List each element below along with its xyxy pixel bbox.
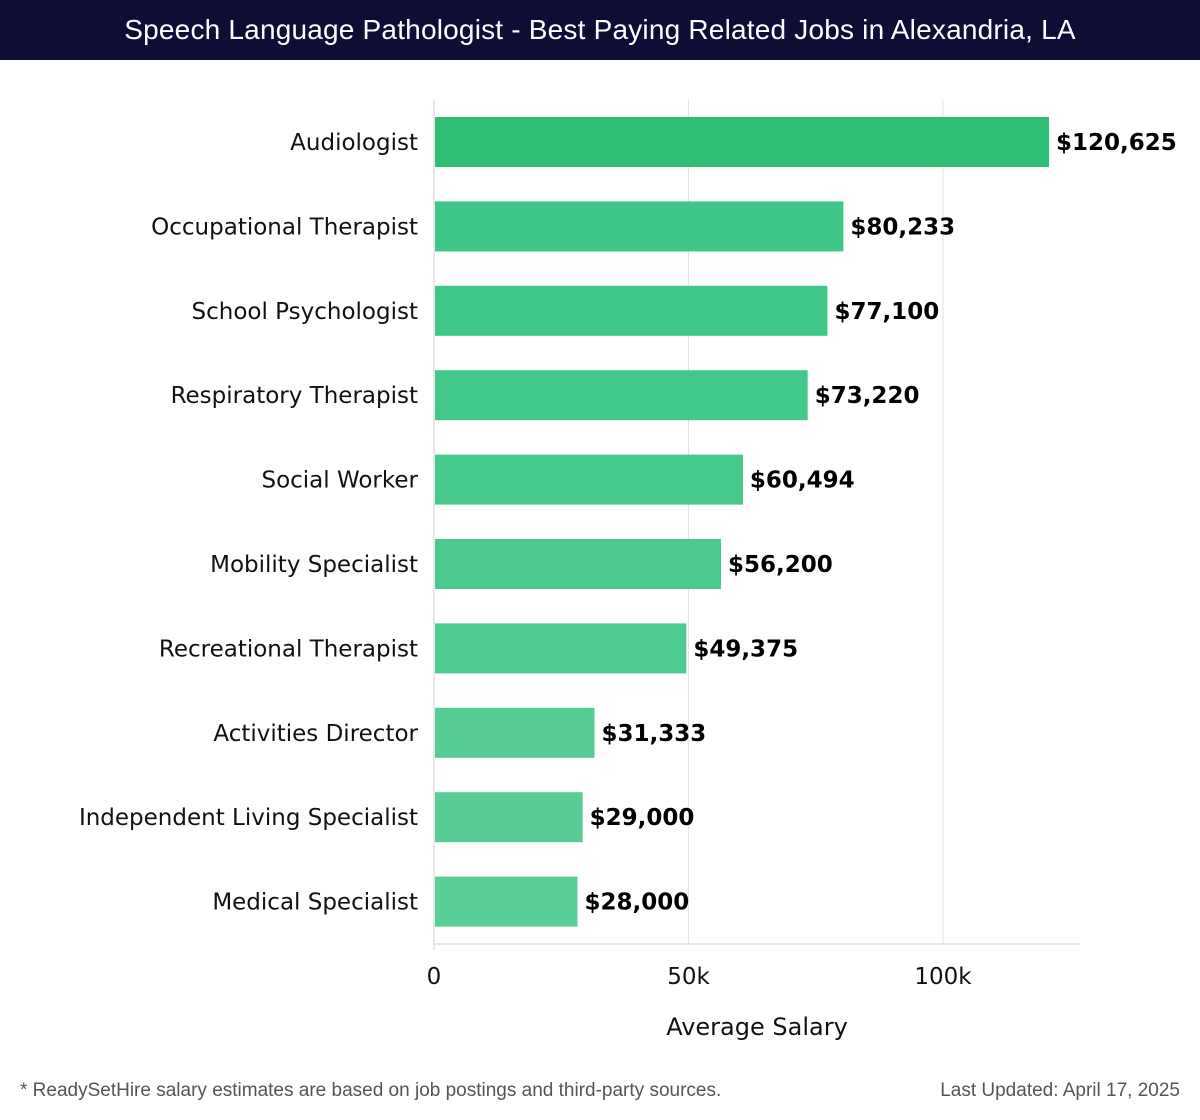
value-label: $28,000 <box>585 890 690 916</box>
category-label: Audiologist <box>290 130 418 156</box>
last-updated: Last Updated: April 17, 2025 <box>940 1080 1180 1101</box>
value-label: $56,200 <box>728 552 833 578</box>
category-label: School Psychologist <box>192 299 418 325</box>
x-tick-label: 50k <box>667 964 710 990</box>
bar <box>435 117 1049 167</box>
category-label: Respiratory Therapist <box>171 383 418 409</box>
category-label: Activities Director <box>213 721 418 747</box>
category-label: Recreational Therapist <box>159 636 418 662</box>
title-bar: Speech Language Pathologist - Best Payin… <box>0 0 1200 60</box>
value-label: $49,375 <box>693 636 798 662</box>
category-label: Mobility Specialist <box>210 552 418 578</box>
value-label: $77,100 <box>834 299 939 325</box>
value-label: $29,000 <box>590 805 695 831</box>
x-axis-label: Average Salary <box>666 1013 848 1041</box>
bar <box>435 201 844 252</box>
value-label: $80,233 <box>850 214 955 240</box>
value-label: $73,220 <box>815 383 920 409</box>
bar <box>435 285 828 336</box>
value-label: $120,625 <box>1056 130 1177 156</box>
bar <box>435 454 743 505</box>
category-label: Social Worker <box>261 468 418 494</box>
chart-title: Speech Language Pathologist - Best Payin… <box>124 14 1076 45</box>
bars: $120,625 $80,233 $77,100 $73,220 $60,494 $56,… <box>435 117 1177 927</box>
bar <box>435 370 808 421</box>
axes: 0 50k 100k Audiologist Occupational Therapis… <box>79 100 1080 990</box>
category-label: Medical Specialist <box>212 890 418 916</box>
x-tick-label: 0 <box>427 964 442 990</box>
category-label: Occupational Therapist <box>151 214 418 240</box>
x-tick-label: 100k <box>914 964 972 990</box>
footer-note: * ReadySetHire salary estimates are base… <box>20 1080 722 1101</box>
bar <box>435 539 722 589</box>
value-label: $60,494 <box>750 468 855 494</box>
bar <box>435 623 687 674</box>
value-label: $31,333 <box>601 721 706 747</box>
bar-chart: $120,625 $80,233 $77,100 $73,220 $60,494 $56,… <box>79 100 1177 1041</box>
bar <box>435 707 595 758</box>
category-label: Independent Living Specialist <box>79 805 418 831</box>
bar <box>435 876 578 927</box>
bar <box>435 792 583 843</box>
